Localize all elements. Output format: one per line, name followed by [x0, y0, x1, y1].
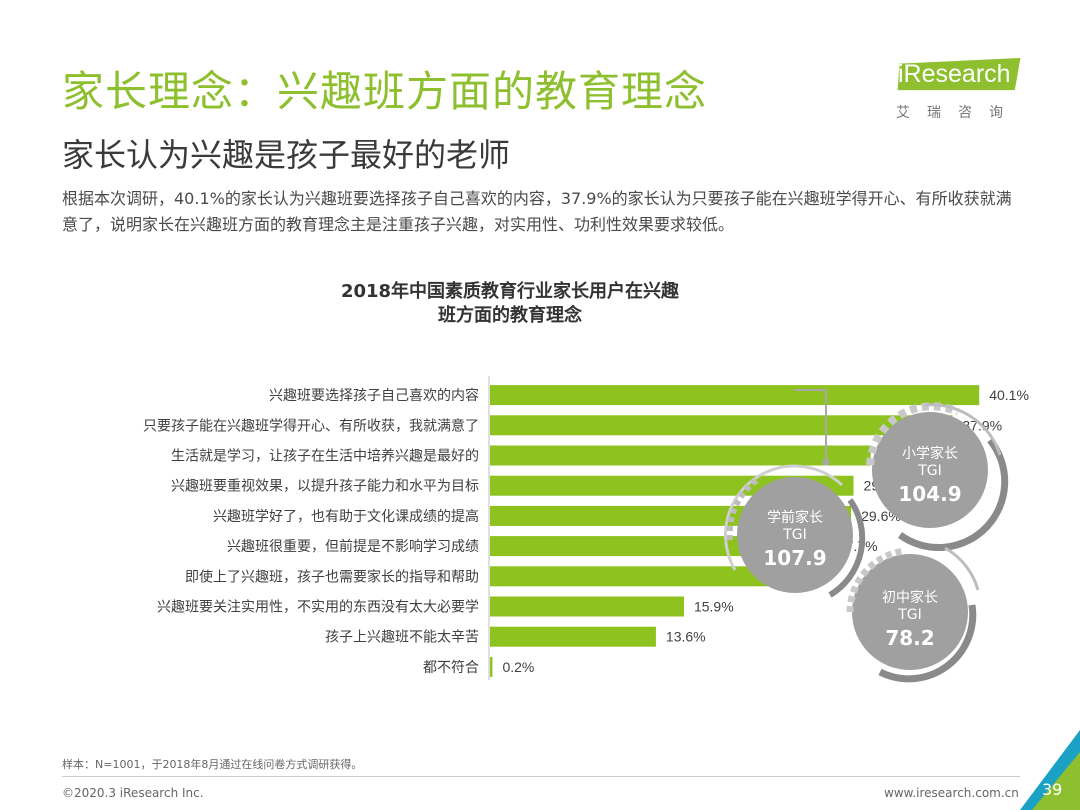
page-title: 家长理念：兴趣班方面的教育理念	[62, 67, 708, 116]
bar	[490, 656, 493, 677]
page-subtitle: 家长认为兴趣是孩子最好的老师	[62, 136, 511, 174]
chart-title-line1: 2018年中国素质教育行业家长用户在兴趣	[340, 281, 680, 302]
category-label: 只要孩子能在兴趣班学得开心、有所收获，我就满意了	[143, 417, 479, 434]
bar	[490, 385, 980, 406]
tgi-metric: TGI	[918, 463, 942, 479]
category-label: 兴趣班学好了，也有助于文化课成绩的提高	[213, 508, 479, 525]
bar	[490, 445, 871, 466]
logo-badge	[897, 58, 1021, 91]
bar	[490, 566, 778, 587]
value-label: 29.6%	[861, 508, 901, 524]
logo-subtext: 艾瑞咨询	[896, 105, 1020, 121]
tgi-group: 小学家长	[902, 446, 958, 462]
tgi-group: 学前家长	[767, 510, 823, 526]
chart-title: 2018年中国素质教育行业家长用户在兴趣 班方面的教育理念	[300, 280, 720, 328]
sample-note: 样本：N=1001，于2018年8月通过在线问卷方式调研获得。	[62, 758, 363, 771]
value-label: 40.1%	[989, 387, 1029, 403]
bar	[490, 415, 953, 436]
page-number: 39	[1042, 780, 1063, 799]
category-label: 兴趣班要重视效果，以提升孩子能力和水平为目标	[171, 479, 479, 495]
tgi-label-middle: 初中家长 TGI 78.2	[860, 590, 960, 652]
value-label: 15.9%	[694, 599, 734, 615]
category-label: 都不符合	[423, 660, 479, 676]
iresearch-logo: iResearch 艾瑞咨询	[894, 56, 1034, 126]
chart-title-line2: 班方面的教育理念	[438, 305, 582, 326]
category-label: 孩子上兴趣班不能太辛苦	[325, 630, 479, 646]
category-label: 即使上了兴趣班，孩子也需要家长的指导和帮助	[185, 568, 479, 585]
description-text: 根据本次调研，40.1%的家长认为兴趣班要选择孩子自己喜欢的内容，37.9%的家…	[62, 189, 1012, 234]
tgi-value: 107.9	[763, 546, 827, 570]
bar	[490, 626, 656, 647]
value-label: 0.2%	[502, 659, 534, 675]
category-label: 生活就是学习，让孩子在生活中培养兴趣是最好的	[171, 449, 479, 465]
tgi-metric: TGI	[783, 527, 807, 543]
website-text: www.iresearch.com.cn	[884, 786, 1019, 800]
tgi-label-primary: 小学家长 TGI 104.9	[880, 446, 980, 508]
copyright-text: ©2020.3 iResearch Inc.	[62, 786, 204, 800]
bar	[490, 475, 854, 496]
tgi-metric: TGI	[898, 607, 922, 623]
category-label: 兴趣班很重要，但前提是不影响学习成绩	[227, 538, 479, 555]
bar	[490, 596, 684, 617]
tgi-group: 初中家长	[882, 590, 938, 606]
logo-text: iResearch	[898, 60, 1011, 88]
tgi-value: 104.9	[898, 482, 962, 506]
category-label: 兴趣班要选择孩子自己喜欢的内容	[269, 387, 479, 404]
tgi-value: 78.2	[885, 626, 935, 650]
value-label: 13.6%	[666, 629, 706, 645]
footer-divider	[62, 776, 1020, 777]
tgi-label-preschool: 学前家长 TGI 107.9	[745, 510, 845, 572]
value-label: 37.9%	[962, 417, 1002, 433]
category-label: 兴趣班要关注实用性，不实用的东西没有太大必要学	[157, 600, 479, 616]
